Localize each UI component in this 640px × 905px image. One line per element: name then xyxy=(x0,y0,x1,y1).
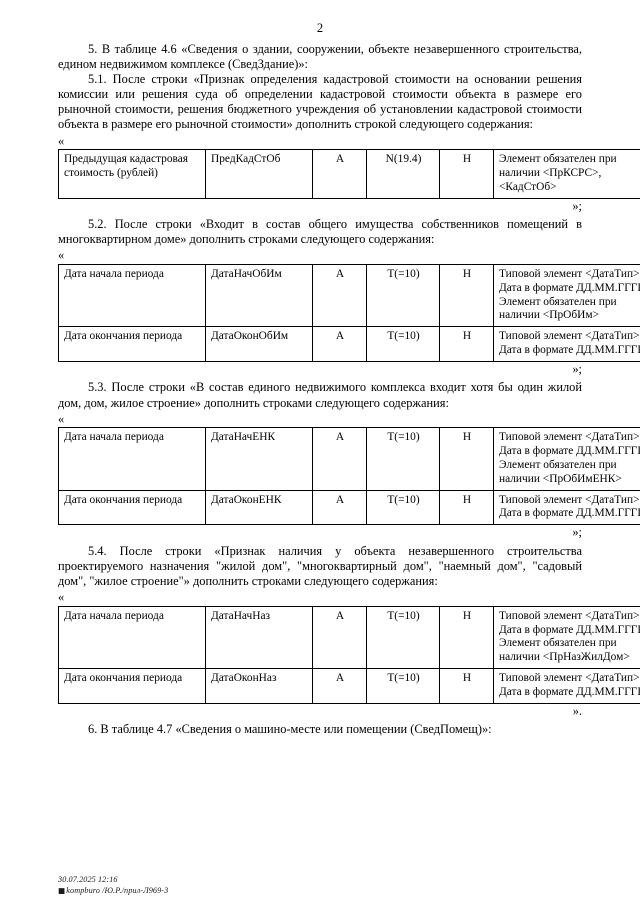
cell-element-name: Дата начала периода xyxy=(58,264,206,328)
note-line: Типовой элемент <ДатаТип>. xyxy=(499,493,640,506)
cell-element-format: Т(=10) xyxy=(366,264,440,328)
quote-close-5-1: »; xyxy=(572,198,582,213)
quote-close-5-4: ». xyxy=(572,703,582,718)
note-line: наличии <ПрОбИм> xyxy=(499,309,600,322)
quote-open-5-4: « xyxy=(58,590,65,605)
table-5-4: Дата начала периода ДатаНачНаз А Т(=10) … xyxy=(58,605,640,704)
cell-element-name: Предыдущая кадастровая стоимость (рублей… xyxy=(58,149,206,199)
cell-element-required: Н xyxy=(439,149,494,199)
table-row: Дата начала периода ДатаНачНаз А Т(=10) … xyxy=(58,605,640,670)
page-number: 2 xyxy=(316,21,324,35)
note-line: Дата в формате ДД.ММ.ГГГГ xyxy=(499,344,640,357)
paragraph-item-5-3: 5.3. После строки «В состав единого недв… xyxy=(58,380,582,410)
note-line: Дата в формате ДД.ММ.ГГГГ xyxy=(499,445,640,458)
quote-open-5-1: « xyxy=(58,133,65,148)
cell-element-code: ДатаНачНаз xyxy=(205,605,313,670)
cell-element-name: Дата окончания периода xyxy=(58,326,206,362)
cell-element-code: ДатаОконЕНК xyxy=(205,489,313,526)
cell-element-required: Н xyxy=(439,668,494,704)
note-line: наличии <ПрОбИмЕНК> xyxy=(499,472,622,485)
note-line: Дата в формате ДД.ММ.ГГГГ xyxy=(499,281,640,294)
note-line: Дата в формате ДД.ММ.ГГГГ xyxy=(499,623,640,636)
quote-close-5-2: »; xyxy=(572,361,582,376)
cell-element-name: Дата окончания периода xyxy=(58,489,206,526)
table-body: Предыдущая кадастровая стоимость (рублей… xyxy=(58,149,640,199)
cell-element-required: Н xyxy=(439,605,494,670)
document-stamp-icon: ■ xyxy=(58,886,66,896)
cell-element-type: А xyxy=(312,427,367,491)
table-row: Дата начала периода ДатаНачЕНК А Т(=10) … xyxy=(58,427,640,491)
cell-element-note: Типовой элемент <ДатаТип>. Дата в формат… xyxy=(493,605,640,670)
table-5-1: Предыдущая кадастровая стоимость (рублей… xyxy=(58,149,640,199)
cell-element-format: Т(=10) xyxy=(366,427,440,491)
paragraph-item-6: 6. В таблице 4.7 «Сведения о машино-мест… xyxy=(88,722,492,737)
footer-path-line: ■kompburo /Ю.Р./прил-Л969-3 xyxy=(58,886,168,897)
cell-element-type: А xyxy=(312,149,367,199)
table-body: Дата начала периода ДатаНачОбИм А Т(=10)… xyxy=(58,264,640,362)
table-row: Предыдущая кадастровая стоимость (рублей… xyxy=(58,149,640,199)
footer-timestamp: 30.07.2025 12:16 xyxy=(58,875,118,885)
note-line: Элемент обязателен при xyxy=(499,458,617,471)
cell-element-code: ПредКадСтОб xyxy=(205,149,313,199)
cell-element-note: Типовой элемент <ДатаТип>. Дата в формат… xyxy=(493,264,640,328)
table-5-2: Дата начала периода ДатаНачОбИм А Т(=10)… xyxy=(58,264,640,362)
cell-element-code: ДатаОконНаз xyxy=(205,668,313,704)
note-line: Дата в формате ДД.ММ.ГГГГ xyxy=(499,507,640,520)
paragraph-item-5: 5. В таблице 4.6 «Сведения о здании, соо… xyxy=(58,41,582,71)
cell-element-type: А xyxy=(312,605,367,670)
cell-element-type: А xyxy=(312,489,367,526)
cell-element-type: А xyxy=(312,326,367,362)
note-line: наличии <ПрНазЖилДом> xyxy=(499,651,630,664)
paragraph-item-5-4: 5.4. После строки «Признак наличия у объ… xyxy=(58,543,582,589)
note-line: Типовой элемент <ДатаТип>. xyxy=(499,268,640,281)
cell-element-format: Т(=10) xyxy=(366,326,440,362)
note-line: Типовой элемент <ДатаТип>. xyxy=(499,672,640,684)
table-row: Дата начала периода ДатаНачОбИм А Т(=10)… xyxy=(58,264,640,328)
note-line: Элемент обязателен при xyxy=(499,153,617,166)
cell-element-required: Н xyxy=(439,427,494,491)
note-line: Типовой элемент <ДатаТип>. xyxy=(499,431,640,444)
note-line: Дата в формате ДД.ММ.ГГГГ xyxy=(499,685,640,698)
cell-element-format: Т(=10) xyxy=(366,605,440,670)
cell-element-required: Н xyxy=(439,264,494,328)
cell-element-note: Элемент обязателен при наличии <ПрКСРС>,… xyxy=(493,149,640,199)
cell-element-format: Т(=10) xyxy=(366,489,440,526)
cell-element-format: N(19.4) xyxy=(366,149,440,199)
note-line: Элемент обязателен при xyxy=(499,295,617,308)
cell-element-code: ДатаОконОбИм xyxy=(205,326,313,362)
cell-element-type: А xyxy=(312,264,367,328)
cell-element-name: Дата начала периода xyxy=(58,605,206,670)
table-row: Дата окончания периода ДатаОконНаз А Т(=… xyxy=(58,668,640,704)
note-line: Типовой элемент <ДатаТип>. xyxy=(499,609,640,622)
note-line: наличии <ПрКСРС>, xyxy=(499,166,602,179)
cell-element-code: ДатаНачЕНК xyxy=(205,427,313,491)
table-body: Дата начала периода ДатаНачНаз А Т(=10) … xyxy=(58,605,640,704)
cell-element-code: ДатаНачОбИм xyxy=(205,264,313,328)
cell-element-name: Дата начала периода xyxy=(58,427,206,491)
cell-element-required: Н xyxy=(439,326,494,362)
paragraph-item-5-1: 5.1. После строки «Признак определения к… xyxy=(58,72,582,132)
cell-element-note: Типовой элемент <ДатаТип>. Дата в формат… xyxy=(493,489,640,526)
cell-element-name: Дата окончания периода xyxy=(58,668,206,704)
note-line: Типовой элемент <ДатаТип>. xyxy=(499,330,640,343)
quote-open-5-2: « xyxy=(58,248,65,263)
table-5-3: Дата начала периода ДатаНачЕНК А Т(=10) … xyxy=(58,427,640,526)
note-line: <КадСтОб> xyxy=(499,180,557,193)
table-body: Дата начала периода ДатаНачЕНК А Т(=10) … xyxy=(58,427,640,526)
quote-open-5-3: « xyxy=(58,411,65,426)
cell-element-note: Типовой элемент <ДатаТип>. Дата в формат… xyxy=(493,668,640,704)
cell-element-required: Н xyxy=(439,489,494,526)
cell-element-type: А xyxy=(312,668,367,704)
cell-element-format: Т(=10) xyxy=(366,668,440,704)
paragraph-item-5-2: 5.2. После строки «Входит в состав общег… xyxy=(58,217,582,247)
quote-close-5-3: »; xyxy=(572,525,582,540)
cell-element-note: Типовой элемент <ДатаТип>. Дата в формат… xyxy=(493,427,640,491)
note-line: Элемент обязателен при xyxy=(499,637,617,650)
cell-element-note: Типовой элемент <ДатаТип>. Дата в формат… xyxy=(493,326,640,362)
table-row: Дата окончания периода ДатаОконЕНК А Т(=… xyxy=(58,489,640,526)
page-footer: 30.07.2025 12:16 ■kompburo /Ю.Р./прил-Л9… xyxy=(58,875,168,897)
footer-path: kompburo /Ю.Р./прил-Л969-3 xyxy=(66,886,169,896)
table-row: Дата окончания периода ДатаОконОбИм А Т(… xyxy=(58,326,640,362)
